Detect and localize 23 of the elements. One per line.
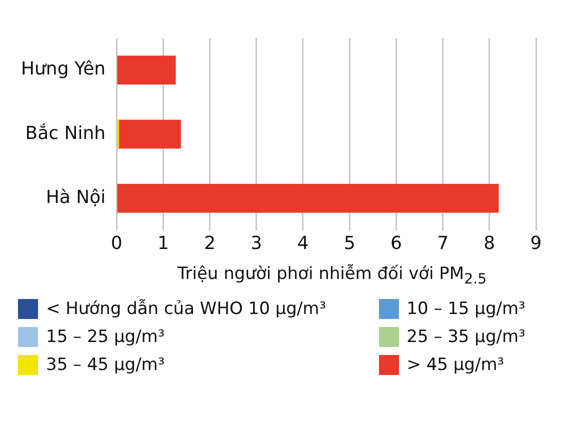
x-tick-label: 4: [297, 232, 309, 254]
x-tick-label: 9: [530, 232, 542, 254]
x-axis-title: Triệu người phơi nhiễm đối với PM$_{2.5}$: [176, 264, 488, 288]
x-tick-label: 6: [390, 232, 402, 254]
x-tick-label: 5: [344, 232, 356, 254]
bar: [117, 56, 176, 84]
x-tick-label: 2: [204, 232, 216, 254]
bar: [117, 184, 499, 213]
legend-label: 15 – 25 µg/m³: [46, 327, 165, 348]
y-tick-label: Hà Nội: [46, 187, 106, 208]
legend-label: 10 – 15 µg/m³: [406, 299, 526, 320]
x-tick-label: 3: [250, 232, 262, 254]
legend-label: < Hướng dẫn của WHO 10 µg/m³: [46, 299, 326, 320]
y-tick-label: Hưng Yên: [20, 58, 106, 80]
x-tick-label: 0: [110, 232, 122, 254]
x-tick-label: 7: [437, 232, 449, 254]
x-tick-label: 1: [157, 232, 169, 254]
legend-label: > 45 µg/m³: [406, 355, 504, 376]
legend-label: 25 – 35 µg/m³: [406, 327, 526, 348]
x-tick-label: 8: [484, 232, 496, 254]
bar: [118, 120, 181, 149]
y-tick-label: Bắc Ninh: [25, 122, 106, 144]
legend-label: 35 – 45 µg/m³: [46, 355, 165, 376]
